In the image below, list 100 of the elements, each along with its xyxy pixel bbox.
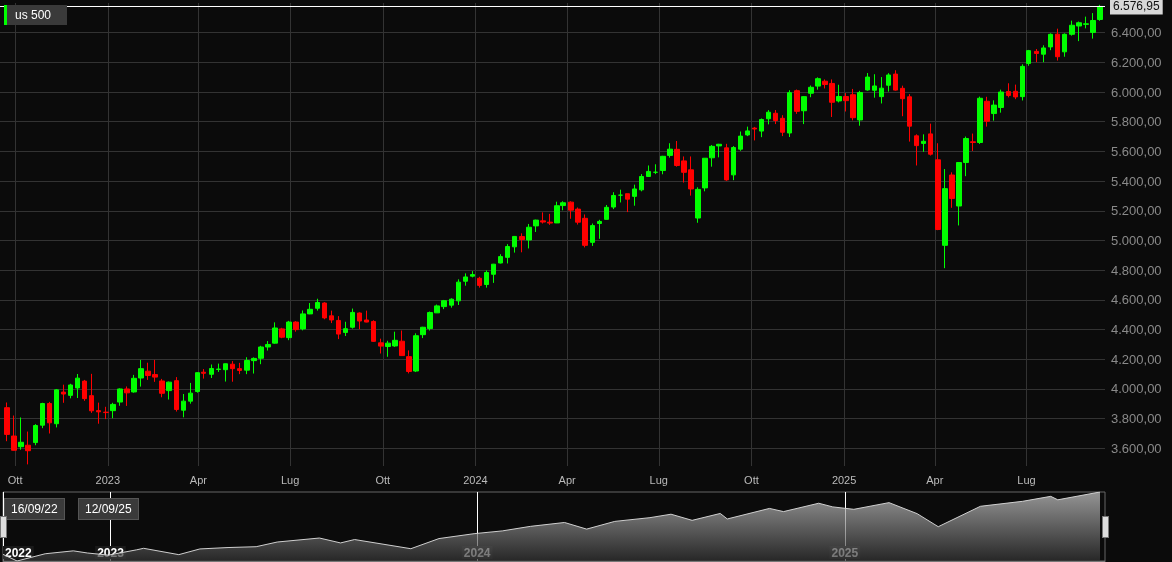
candlestick [68, 383, 73, 399]
candlestick [702, 157, 708, 192]
candlestick [343, 321, 348, 337]
x-tick-label: Apr [189, 473, 208, 486]
candlestick [752, 126, 757, 141]
candlestick [272, 321, 278, 345]
candlestick [456, 278, 461, 306]
candlestick [773, 109, 778, 125]
x-tick-label: 2024 [463, 473, 488, 486]
candlestick [519, 232, 525, 253]
y-tick-label: 4.000,00 [1111, 381, 1162, 397]
x-tick-label: Ott [7, 473, 23, 486]
candlestick [1041, 44, 1046, 63]
candlestick [470, 270, 475, 278]
candlestick [195, 372, 200, 394]
y-tick-label: 3.600,00 [1111, 440, 1162, 456]
candlestick [660, 155, 666, 175]
candlestick [449, 297, 454, 309]
candlestick [731, 145, 736, 181]
candlestick [533, 219, 539, 233]
candlestick [836, 84, 842, 103]
candlestick [477, 276, 482, 289]
candlestick [117, 387, 123, 407]
candlestick [928, 123, 933, 157]
candlestick [1006, 82, 1011, 98]
candlestick [1026, 49, 1031, 67]
candlestick [11, 415, 17, 452]
candlestick [865, 72, 870, 92]
candlestick [597, 219, 602, 240]
x-tick-label: Apr [558, 473, 576, 486]
candlestick [935, 142, 941, 231]
candlestick [103, 406, 109, 420]
candlestick [1020, 63, 1025, 101]
y-tick-label: 5.600,00 [1111, 143, 1162, 159]
candlestick [914, 133, 919, 166]
x-tick-label: Apr [926, 473, 944, 486]
candlestick [766, 109, 771, 125]
y-tick-label: 4.600,00 [1111, 292, 1162, 308]
candlestick [794, 89, 800, 115]
candlestick [505, 243, 510, 264]
candlestick [96, 402, 101, 425]
candlestick [787, 89, 792, 138]
candlestick [695, 186, 701, 224]
candlestick [237, 362, 242, 375]
candlestick [336, 315, 341, 340]
x-tick-label: Lug [280, 473, 300, 486]
candlestick [646, 165, 651, 178]
candlestick [498, 253, 503, 264]
candlestick [188, 382, 193, 405]
candlestick [174, 376, 179, 413]
y-tick-label: 4.800,00 [1111, 262, 1162, 278]
x-tick-label: 2025 [831, 473, 857, 486]
candlestick [667, 142, 673, 159]
x-tick-label: 2022 [5, 546, 33, 560]
ref-line-label: 6.576,95 [1113, 0, 1161, 14]
candlestick [61, 384, 66, 404]
x-tick-label: 2024 [463, 546, 491, 560]
candlestick [977, 96, 983, 145]
candlestick [371, 319, 376, 343]
y-tick-label: 4.200,00 [1111, 351, 1162, 367]
candlestick [201, 368, 206, 380]
candlestick [216, 363, 221, 373]
candlestick [315, 298, 320, 312]
candlestick [738, 131, 743, 152]
candlestick [653, 163, 658, 175]
candlestick [293, 320, 299, 333]
y-tick-label: 5.400,00 [1111, 173, 1162, 189]
candlestick [181, 393, 186, 418]
candlestick [159, 378, 165, 398]
candlestick [590, 223, 595, 247]
candlestick [378, 338, 384, 355]
candlestick [857, 90, 863, 127]
candlestick [970, 133, 976, 152]
y-tick-label: 5.200,00 [1111, 203, 1162, 219]
candlestick [984, 96, 990, 128]
candlestick [357, 311, 362, 330]
y-tick-label: 5.000,00 [1111, 232, 1162, 248]
candlestick [949, 171, 955, 209]
candlestick [230, 360, 235, 383]
candlestick [166, 381, 172, 401]
candlestick [47, 401, 52, 434]
candlestick [639, 173, 644, 192]
candlestick [801, 95, 807, 125]
candlestick [872, 73, 877, 99]
candlestick [1034, 48, 1039, 63]
candlestick [625, 193, 630, 213]
candlestick [463, 272, 468, 287]
candlestick [209, 364, 214, 379]
candlestick [526, 223, 532, 249]
candlestick [604, 204, 609, 220]
candlestick [484, 269, 489, 289]
candlestick [82, 379, 87, 402]
candlestick [54, 388, 59, 428]
y-tick-label: 3.800,00 [1111, 411, 1162, 427]
candlestick [632, 184, 637, 207]
candlestick [1013, 84, 1018, 100]
candlestick [223, 363, 228, 383]
candlestick [900, 85, 905, 117]
candlestick [322, 301, 327, 320]
candlestick [89, 373, 94, 414]
